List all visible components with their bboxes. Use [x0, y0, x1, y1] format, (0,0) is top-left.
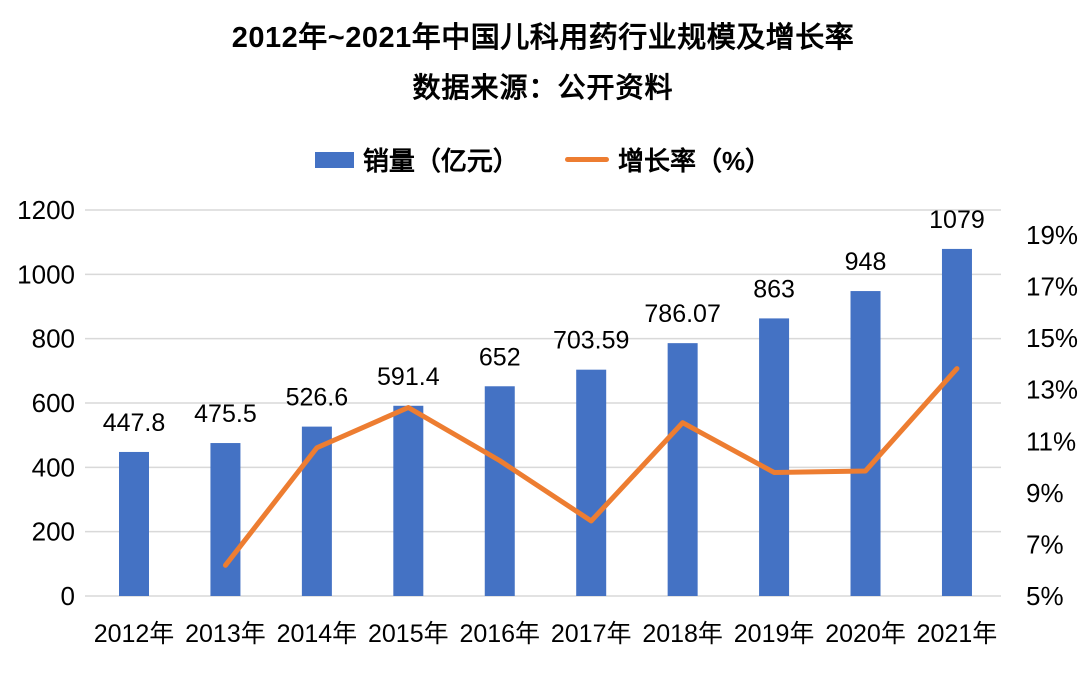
- x-axis-label-2021年: 2021年: [917, 620, 998, 648]
- x-axis-label-2018年: 2018年: [642, 620, 723, 648]
- bar-value-label: 447.8: [103, 409, 166, 437]
- x-axis-label-2017年: 2017年: [551, 620, 632, 648]
- x-axis-label-2015年: 2015年: [368, 620, 449, 648]
- legend-label-growth: 增长率（%）: [617, 146, 772, 176]
- x-axis-label-2016年: 2016年: [459, 620, 540, 648]
- line-series-swatch: [564, 157, 609, 162]
- right-axis-tick-label: 5%: [1026, 581, 1064, 611]
- right-axis-tick-label: 7%: [1026, 529, 1064, 559]
- bar-value-label: 526.6: [286, 384, 349, 412]
- bar-value-label: 863: [753, 275, 795, 303]
- x-axis-label-2013年: 2013年: [185, 620, 266, 648]
- bar-2019年: [759, 318, 790, 596]
- bar-2021年: [941, 248, 972, 596]
- left-axis-tick-label: 1000: [17, 259, 75, 289]
- legend-item-sales: 销量（亿元）: [314, 141, 519, 178]
- x-axis-label-2012年: 2012年: [94, 620, 175, 648]
- bar-2015年: [393, 405, 424, 596]
- legend-item-growth: 增长率（%）: [564, 141, 772, 178]
- chart-legend: 销量（亿元） 增长率（%）: [0, 141, 1086, 178]
- bar-2014年: [301, 426, 332, 596]
- x-axis-label-2020年: 2020年: [825, 620, 906, 648]
- bar-value-label: 786.07: [644, 300, 720, 328]
- bar-2013年: [210, 443, 241, 596]
- bar-2017年: [576, 369, 607, 596]
- growth-rate-line: [222, 366, 960, 568]
- bar-2018年: [667, 343, 698, 596]
- left-axis-tick-label: 600: [32, 388, 75, 418]
- left-axis-tick-label: 800: [32, 324, 75, 354]
- right-axis-tick-label: 13%: [1026, 375, 1078, 405]
- bar-2012年: [119, 451, 149, 596]
- right-axis-tick-label: 17%: [1026, 272, 1078, 302]
- right-axis-tick-label: 15%: [1026, 323, 1078, 353]
- bar-series-swatch: [314, 151, 354, 168]
- bar-value-label: 703.59: [553, 327, 629, 355]
- chart-subtitle: 数据来源：公开资料: [412, 72, 674, 103]
- bar-value-label: 1079: [929, 206, 985, 234]
- right-axis-tick-label: 9%: [1026, 478, 1064, 508]
- right-axis-tick-label: 19%: [1026, 220, 1078, 250]
- bar-value-label: 948: [845, 248, 887, 276]
- left-axis-tick-label: 0: [61, 581, 75, 611]
- x-axis-label-2019年: 2019年: [734, 620, 815, 648]
- chart-title: 2012年~2021年中国儿科用药行业规模及增长率: [231, 22, 855, 54]
- bar-value-label: 652: [479, 343, 521, 371]
- bar-value-label: 591.4: [377, 363, 440, 391]
- bar-value-label: 475.5: [194, 400, 257, 428]
- left-axis-tick-label: 1200: [17, 195, 75, 225]
- bar-2016年: [484, 386, 515, 596]
- x-axis-label-2014年: 2014年: [277, 620, 358, 648]
- left-axis-tick-label: 400: [32, 452, 75, 482]
- legend-label-sales: 销量（亿元）: [362, 146, 519, 176]
- bar-2020年: [850, 291, 881, 596]
- right-axis-tick-label: 11%: [1026, 426, 1076, 456]
- left-axis-tick-label: 200: [32, 517, 75, 547]
